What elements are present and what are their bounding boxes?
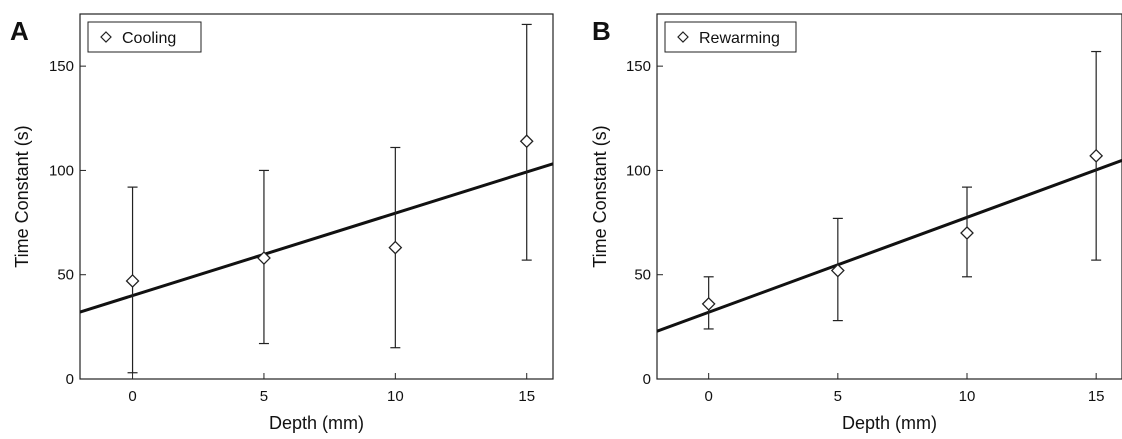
plot-frame [656, 13, 1122, 380]
data-point [257, 251, 271, 265]
y-tick-label: 50 [57, 267, 74, 284]
data-point [519, 134, 534, 149]
y-tick-label: 0 [66, 371, 74, 388]
fit-line [80, 162, 553, 314]
x-tick-label: 15 [1088, 388, 1105, 405]
data-point [960, 226, 974, 240]
y-tick-label: 50 [634, 267, 651, 284]
data-point [830, 263, 845, 278]
y-tick-label: 100 [49, 162, 74, 179]
x-axis-label: Depth (mm) [269, 413, 364, 433]
x-tick-label: 5 [260, 388, 268, 405]
x-tick-label: 0 [128, 388, 136, 405]
plot-frame [79, 13, 554, 380]
panel-label: B [592, 16, 611, 46]
legend-label: Cooling [122, 30, 176, 47]
x-tick-label: 5 [834, 388, 842, 405]
y-tick-label: 100 [626, 162, 651, 179]
x-tick-label: 10 [387, 388, 404, 405]
x-tick-label: 10 [959, 388, 976, 405]
data-point [125, 274, 140, 288]
data-point [1089, 148, 1104, 163]
x-tick-label: 15 [518, 388, 535, 405]
legend-marker-icon [100, 31, 112, 43]
data-point [701, 296, 716, 311]
legend-marker-icon [677, 31, 689, 43]
y-tick-label: 150 [626, 58, 651, 75]
y-tick-label: 150 [49, 58, 74, 75]
x-axis-label: Depth (mm) [842, 413, 937, 433]
y-axis-label: Time Constant (s) [590, 125, 610, 267]
x-tick-label: 0 [704, 388, 712, 405]
fit-line [657, 159, 1122, 333]
y-tick-label: 0 [643, 371, 651, 388]
y-axis-label: Time Constant (s) [12, 125, 32, 267]
panel-label: A [10, 16, 29, 46]
legend-label: Rewarming [699, 30, 780, 47]
data-point [388, 240, 403, 255]
